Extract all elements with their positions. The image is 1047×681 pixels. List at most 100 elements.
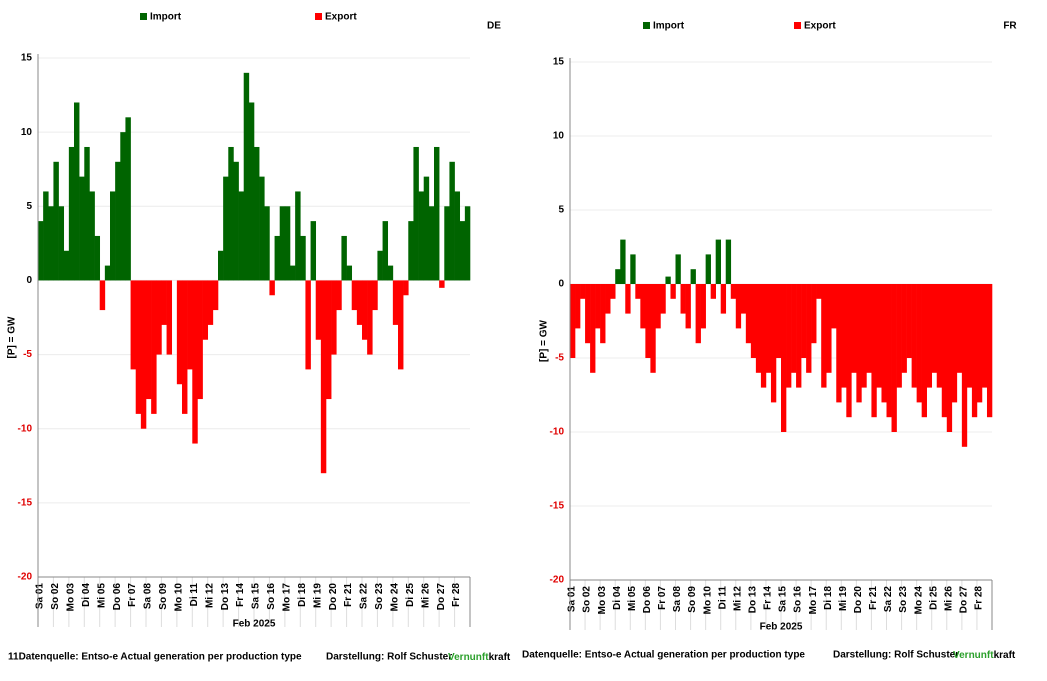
area-segment [730, 284, 737, 299]
area-segment [575, 284, 581, 329]
area-segment [570, 284, 576, 358]
x-axis-label: Feb 2025 [233, 619, 276, 630]
area-segment [428, 206, 435, 281]
area-segment [99, 280, 106, 311]
area-segment [921, 284, 927, 418]
area-segment [801, 284, 807, 358]
area-segment [38, 221, 44, 281]
area-segment [439, 280, 445, 288]
area-segment [901, 284, 907, 373]
x-tick-label: Mi 19 [312, 583, 323, 608]
area-segment [876, 284, 882, 388]
area-segment [192, 280, 198, 444]
area-segment [212, 280, 219, 311]
x-tick-label: Di 04 [612, 586, 623, 610]
area-segment [346, 265, 353, 281]
area-segment [89, 191, 95, 281]
credit: Darstellung: Rolf Schuster [833, 650, 959, 661]
area-segment [926, 284, 933, 388]
y-tick-label: 0 [558, 279, 564, 290]
area-segment [625, 284, 631, 314]
legend-label: Import [653, 21, 685, 32]
area-segment [444, 206, 450, 281]
area-segment [176, 280, 183, 385]
area-segment [315, 280, 322, 340]
x-tick-label: Mo 17 [281, 583, 292, 612]
area-segment [74, 102, 80, 281]
area-segment [382, 221, 389, 281]
area-segment [725, 239, 732, 284]
x-tick-label: Mo 17 [808, 586, 819, 615]
area-segment [202, 280, 209, 340]
area-segment [336, 280, 342, 311]
area-segment [846, 284, 852, 418]
area-segment [351, 280, 358, 311]
legend-swatch [643, 22, 650, 29]
area-segment [650, 284, 656, 373]
x-tick-label: Mi 05 [96, 583, 107, 608]
x-tick-label: Fr 14 [235, 583, 246, 607]
area-segment [981, 284, 988, 388]
area-segment [821, 284, 827, 388]
area-segment [459, 221, 466, 281]
area-segment [362, 280, 368, 340]
area-segment [715, 239, 722, 284]
area-segment [760, 284, 767, 388]
area-segment [811, 284, 817, 344]
area-segment [755, 284, 762, 373]
area-segment [816, 284, 822, 299]
area-segment [454, 191, 461, 281]
area-segment [781, 284, 787, 432]
area-segment [881, 284, 887, 403]
area-segment [786, 284, 792, 388]
area-segment [110, 191, 116, 281]
x-tick-label: Mi 12 [732, 586, 743, 611]
area-segment [705, 254, 711, 284]
x-tick-label: Mo 10 [702, 586, 713, 615]
area-segment [986, 284, 993, 418]
y-tick-label: -5 [23, 349, 32, 360]
area-segment [685, 284, 691, 329]
x-tick-label: Sa 15 [251, 583, 262, 610]
area-segment [600, 284, 606, 344]
x-tick-label: Fr 28 [974, 586, 985, 610]
area-segment [320, 280, 327, 474]
x-tick-label: Sa 01 [567, 586, 578, 613]
x-tick-label: Sa 01 [35, 583, 46, 610]
area-segment [660, 284, 666, 314]
area-segment [886, 284, 892, 418]
area-segment [377, 250, 383, 281]
y-tick-label: -20 [550, 575, 565, 586]
area-segment [284, 206, 291, 281]
area-segment [387, 265, 394, 281]
x-tick-label: Di 11 [189, 583, 200, 607]
area-segment [695, 284, 701, 344]
x-tick-label: Mi 12 [204, 583, 215, 608]
brand: Vernunftkraft [953, 650, 1016, 661]
area-segment [259, 176, 265, 281]
area-segment [871, 284, 877, 418]
area-segment [166, 280, 173, 355]
y-tick-label: -10 [550, 427, 565, 438]
area-segment [961, 284, 968, 447]
area-segment [218, 250, 224, 281]
area-segment [971, 284, 978, 418]
x-tick-label: Fr 28 [451, 583, 462, 607]
x-tick-label: So 23 [898, 586, 909, 613]
area-segment [367, 280, 373, 355]
x-tick-label: Sa 22 [883, 586, 894, 613]
area-segment [640, 284, 646, 329]
area-segment [911, 284, 917, 388]
area-segment [140, 280, 147, 429]
area-segment [976, 284, 983, 403]
y-axis-label: [P] = GW [7, 316, 18, 359]
x-tick-label: Di 25 [928, 586, 939, 610]
x-tick-label: Mo 03 [65, 583, 76, 612]
area-segment [305, 280, 311, 370]
x-tick-label: Mo 10 [173, 583, 184, 612]
x-tick-label: Fr 14 [763, 586, 774, 610]
area-segment [423, 176, 430, 281]
x-tick-label: So 09 [687, 586, 698, 613]
area-segment [891, 284, 897, 432]
area-segment [866, 284, 872, 373]
